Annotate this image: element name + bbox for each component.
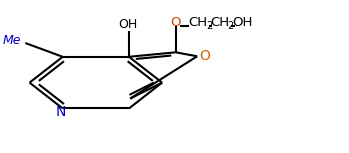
- Text: OH: OH: [118, 18, 138, 31]
- Text: O: O: [170, 16, 181, 29]
- Text: OH: OH: [232, 16, 252, 29]
- Text: 2: 2: [206, 21, 212, 31]
- Text: O: O: [199, 49, 210, 63]
- Text: 2: 2: [228, 21, 234, 31]
- Text: CH: CH: [188, 16, 208, 29]
- Text: N: N: [56, 105, 66, 119]
- Text: Me: Me: [2, 34, 21, 47]
- Text: CH: CH: [210, 16, 229, 29]
